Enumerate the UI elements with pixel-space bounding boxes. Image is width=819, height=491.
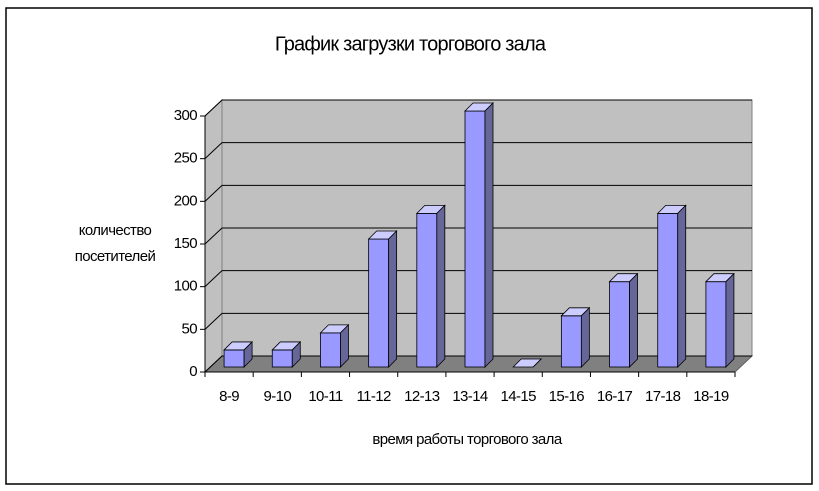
grid-line	[204, 142, 752, 160]
x-tick-label: 11-12	[357, 388, 392, 405]
bar-side	[532, 358, 542, 368]
bar-front	[560, 315, 582, 368]
bar-side	[243, 340, 253, 368]
bar-side	[291, 340, 301, 368]
x-tick-label: 17-18	[645, 388, 681, 405]
bar-front	[416, 212, 438, 368]
bar-front	[223, 349, 245, 368]
x-tick-label: 15-16	[549, 388, 585, 405]
bar-front	[368, 238, 390, 368]
bar-side	[629, 272, 638, 368]
bar-front	[657, 212, 679, 368]
x-tick-label: 9-10	[263, 388, 291, 405]
bar-front	[271, 349, 293, 368]
grid-line	[204, 227, 752, 245]
y-tick-label: 150	[174, 235, 197, 252]
y-tick-label: 100	[174, 278, 197, 295]
bar-front	[464, 110, 486, 368]
bar-side	[388, 230, 398, 368]
y-axis-label: количество посетителей	[74, 222, 156, 265]
x-tick-label: 13-14	[452, 388, 488, 405]
chart-title: График загрузки торгового зала	[275, 33, 547, 55]
y-tick-label: 300	[174, 107, 197, 124]
x-tick-label: 18-19	[693, 388, 729, 405]
bar-side	[340, 323, 349, 368]
x-tick-label: 12-13	[404, 388, 440, 405]
grid-line	[204, 270, 752, 288]
x-tick-label: 8-9	[219, 388, 239, 405]
bar-front	[609, 281, 630, 368]
x-axis-label: время работы торгового зала	[372, 431, 562, 448]
y-tick-label: 50	[182, 320, 198, 337]
x-tick-label: 14-15	[500, 388, 536, 405]
grid-line	[204, 184, 752, 202]
x-tick-label: 16-17	[597, 388, 633, 405]
y-tick-label: 0	[189, 363, 197, 380]
y-tick-label: 200	[174, 192, 197, 209]
bar-side	[436, 204, 446, 368]
y-tick-label: 250	[174, 150, 197, 167]
bar-side	[580, 306, 590, 368]
bar-front	[320, 332, 341, 368]
x-tick-label: 10-11	[308, 388, 343, 405]
bar-side	[725, 272, 735, 368]
grid-line	[204, 99, 752, 117]
bar-side	[484, 102, 494, 368]
bar-side	[677, 204, 687, 368]
bar-front	[705, 281, 727, 368]
